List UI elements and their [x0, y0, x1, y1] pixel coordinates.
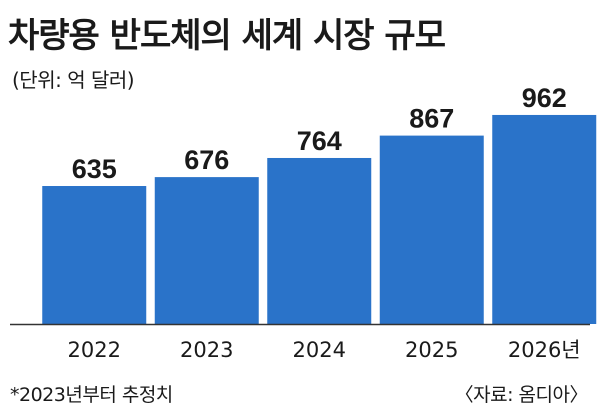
- data-label-2025: 867: [409, 104, 454, 134]
- bar-2022: [42, 186, 147, 324]
- footnote: *2023년부터 추정치: [10, 384, 173, 406]
- chart-title: 차량용 반도체의 세계 시장 규모: [8, 16, 446, 56]
- data-label-2024: 764: [297, 126, 342, 156]
- data-label-2026년: 962: [522, 83, 567, 113]
- x-tick-label-2026년: 2026년: [508, 338, 581, 362]
- data-label-2023: 676: [184, 145, 229, 175]
- source-note: 〈자료: 옴디아〉: [454, 384, 589, 406]
- x-tick-label-2024: 2024: [293, 338, 346, 362]
- bar-2026년: [492, 114, 597, 324]
- bar-2025: [379, 135, 484, 324]
- x-tick-label-2025: 2025: [405, 338, 458, 362]
- data-label-2022: 635: [72, 154, 117, 184]
- x-tick-label-2023: 2023: [180, 338, 233, 362]
- chart-subtitle: (단위: 억 달러): [12, 68, 135, 92]
- bar-2023: [154, 177, 259, 324]
- x-tick-label-2022: 2022: [68, 338, 121, 362]
- bar-2024: [267, 157, 372, 324]
